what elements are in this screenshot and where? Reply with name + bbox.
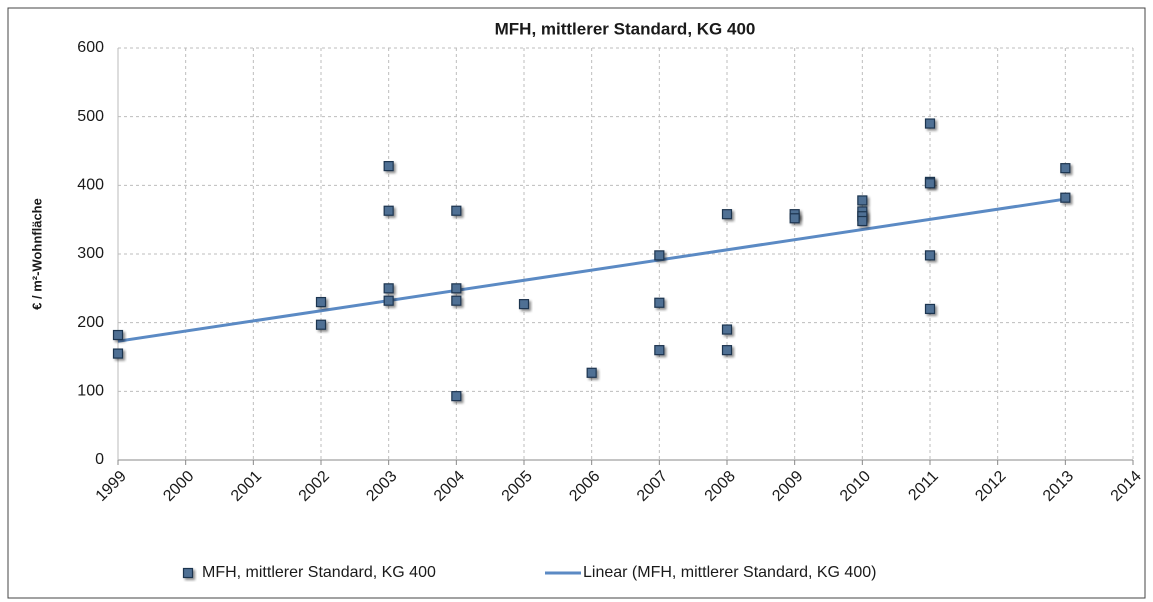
- data-point: [451, 295, 462, 306]
- chart-frame: [7, 7, 1146, 599]
- data-point: [721, 209, 733, 220]
- data-point: [315, 296, 327, 308]
- data-point: [1060, 192, 1071, 203]
- y-tick-label: 300: [77, 245, 104, 262]
- trend-line: [117, 197, 1066, 343]
- y-tick-label: 0: [95, 451, 104, 468]
- data-point: [924, 178, 936, 189]
- data-point: [315, 319, 327, 330]
- y-axis-label: € / m²-Wohnfläche: [29, 198, 44, 310]
- data-point: [518, 299, 530, 310]
- legend-label: Linear (MFH, mittlerer Standard, KG 400): [583, 564, 876, 581]
- data-point: [857, 195, 868, 206]
- data-point: [451, 205, 462, 216]
- data-point: [924, 303, 936, 315]
- y-tick-label: 100: [77, 383, 104, 400]
- data-point: [654, 345, 665, 356]
- data-point: [924, 118, 936, 129]
- data-point: [383, 295, 394, 306]
- data-point: [383, 283, 394, 294]
- y-tick-label: 600: [77, 39, 104, 56]
- y-tick-label: 400: [77, 177, 104, 194]
- data-point: [586, 367, 597, 378]
- data-point: [383, 205, 394, 216]
- data-point: [451, 391, 462, 402]
- data-point: [789, 213, 800, 224]
- y-tick-label: 200: [77, 314, 104, 331]
- legend-label: MFH, mittlerer Standard, KG 400: [202, 564, 436, 581]
- data-point: [924, 250, 936, 261]
- data-point: [721, 324, 733, 335]
- data-point: [383, 161, 394, 172]
- data-point: [112, 348, 124, 359]
- data-point: [857, 215, 868, 227]
- y-tick-label: 500: [77, 108, 104, 125]
- data-point: [654, 250, 665, 261]
- legend-marker: [182, 567, 194, 579]
- data-point: [1060, 163, 1071, 174]
- data-point: [721, 345, 733, 356]
- data-point: [654, 297, 665, 308]
- chart-title: MFH, mittlerer Standard, KG 400: [495, 19, 756, 38]
- data-point: [112, 329, 124, 341]
- data-point: [451, 283, 462, 294]
